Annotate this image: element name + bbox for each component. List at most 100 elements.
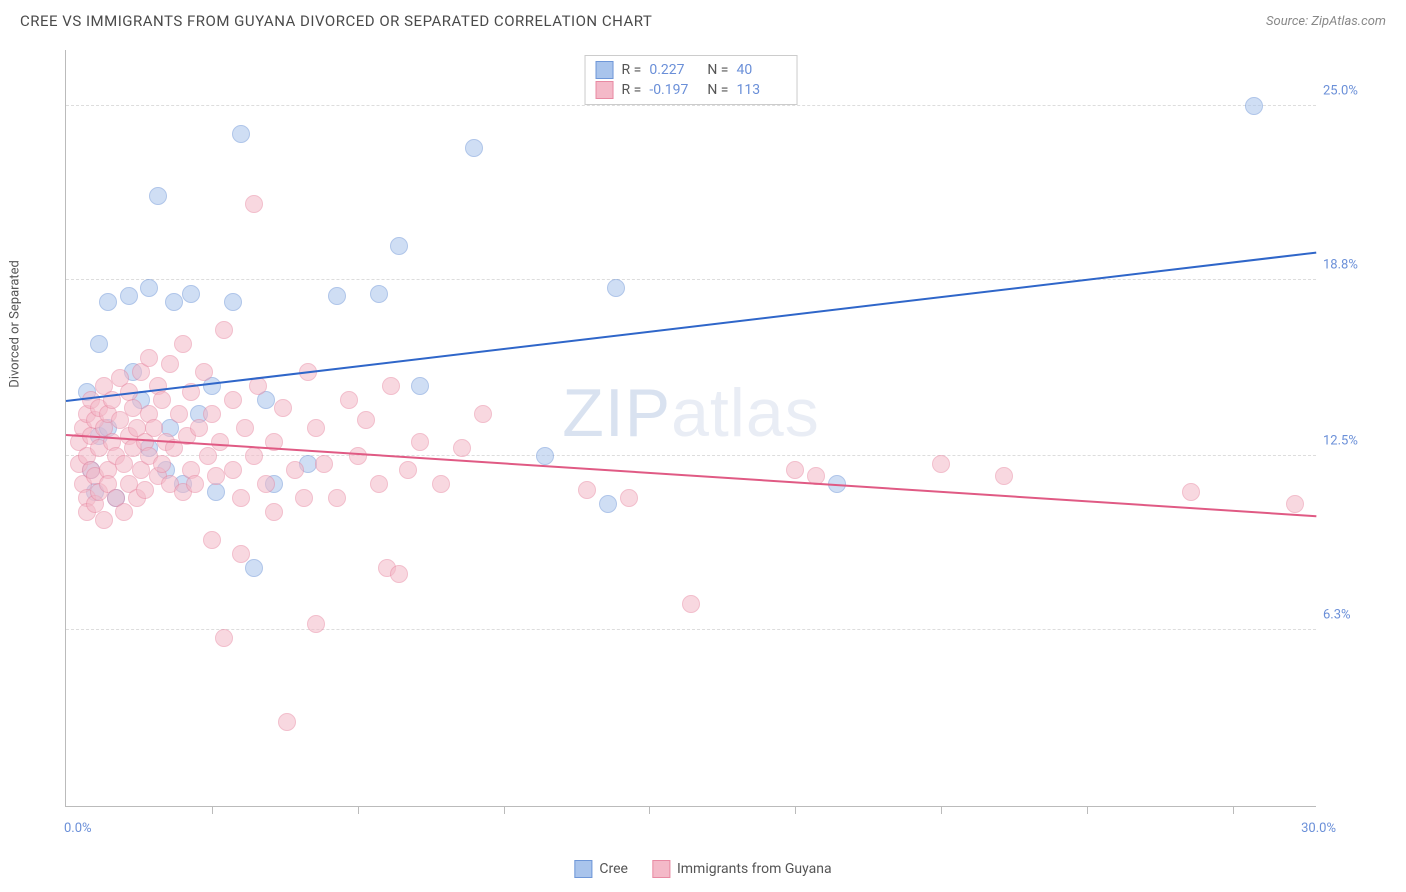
scatter-point xyxy=(257,475,275,493)
watermark-zip: ZIP xyxy=(562,375,671,451)
scatter-point xyxy=(370,475,388,493)
scatter-point xyxy=(315,455,333,473)
scatter-point xyxy=(90,335,108,353)
y-tick-label: 18.8% xyxy=(1323,257,1378,272)
correlation-stats-box: R = 0.227 N = 40 R = -0.197 N = 113 xyxy=(585,55,798,105)
scatter-point xyxy=(599,495,617,513)
watermark: ZIPatlas xyxy=(562,374,819,452)
scatter-point xyxy=(149,187,167,205)
x-axis-max-label: 30.0% xyxy=(1301,821,1336,836)
scatter-point xyxy=(245,447,263,465)
scatter-point xyxy=(411,433,429,451)
n-value: 40 xyxy=(736,62,786,78)
scatter-point xyxy=(115,455,133,473)
r-label: R = xyxy=(622,62,642,78)
scatter-point xyxy=(328,287,346,305)
scatter-point xyxy=(328,489,346,507)
scatter-point xyxy=(195,363,213,381)
x-tick xyxy=(795,806,796,814)
scatter-point xyxy=(607,279,625,297)
x-axis-min-label: 0.0% xyxy=(64,821,92,836)
scatter-point xyxy=(232,125,250,143)
trend-line xyxy=(66,252,1316,402)
scatter-point xyxy=(382,377,400,395)
scatter-point xyxy=(265,503,283,521)
scatter-point xyxy=(182,285,200,303)
trend-line xyxy=(66,434,1316,517)
scatter-point xyxy=(165,293,183,311)
series-swatch xyxy=(596,61,614,79)
watermark-atlas: atlas xyxy=(671,375,820,451)
x-tick xyxy=(1087,806,1088,814)
chart-legend: Cree Immigrants from Guyana xyxy=(574,860,831,878)
scatter-point xyxy=(207,483,225,501)
scatter-point xyxy=(620,489,638,507)
scatter-point xyxy=(390,565,408,583)
stats-row: R = -0.197 N = 113 xyxy=(596,80,787,100)
scatter-point xyxy=(453,439,471,457)
scatter-point xyxy=(349,447,367,465)
scatter-point xyxy=(153,455,171,473)
n-label: N = xyxy=(707,62,728,78)
scatter-point xyxy=(432,475,450,493)
n-value: 113 xyxy=(736,82,786,98)
scatter-point xyxy=(211,433,229,451)
gridline xyxy=(66,105,1316,106)
scatter-point xyxy=(411,377,429,395)
scatter-point xyxy=(161,355,179,373)
chart-container: Divorced or Separated ZIPatlas R =0.227N… xyxy=(20,45,1386,842)
r-label: R = xyxy=(622,82,642,98)
x-tick xyxy=(649,806,650,814)
scatter-point xyxy=(224,461,242,479)
scatter-point xyxy=(465,139,483,157)
legend-item: Immigrants from Guyana xyxy=(652,860,832,878)
scatter-point xyxy=(203,531,221,549)
scatter-point xyxy=(245,559,263,577)
scatter-point xyxy=(95,511,113,529)
scatter-point xyxy=(1182,483,1200,501)
r-value: -0.197 xyxy=(649,82,699,98)
legend-swatch xyxy=(652,860,670,878)
scatter-point xyxy=(932,455,950,473)
plot-area: ZIPatlas R = 0.227 N = 40 R = -0.197 N = 113 0.… xyxy=(65,50,1316,807)
scatter-point xyxy=(307,419,325,437)
x-tick xyxy=(212,806,213,814)
scatter-point xyxy=(286,461,304,479)
gridline xyxy=(66,629,1316,630)
x-tick xyxy=(941,806,942,814)
y-tick-label: 6.3% xyxy=(1323,607,1378,622)
scatter-point xyxy=(786,461,804,479)
scatter-point xyxy=(1245,97,1263,115)
scatter-point xyxy=(186,475,204,493)
scatter-point xyxy=(215,321,233,339)
scatter-point xyxy=(1286,495,1304,513)
scatter-point xyxy=(682,595,700,613)
scatter-point xyxy=(399,461,417,479)
scatter-point xyxy=(232,489,250,507)
scatter-point xyxy=(278,713,296,731)
scatter-point xyxy=(140,279,158,297)
r-value: 0.227 xyxy=(649,62,699,78)
series-swatch xyxy=(596,81,614,99)
scatter-point xyxy=(207,467,225,485)
scatter-point xyxy=(124,399,142,417)
scatter-point xyxy=(140,349,158,367)
chart-header: CREE VS IMMIGRANTS FROM GUYANA DIVORCED … xyxy=(0,0,1406,38)
scatter-point xyxy=(199,447,217,465)
scatter-point xyxy=(307,615,325,633)
chart-source: Source: ZipAtlas.com xyxy=(1266,14,1386,29)
x-tick xyxy=(1233,806,1234,814)
y-axis-label: Divorced or Separated xyxy=(8,260,23,388)
scatter-point xyxy=(120,287,138,305)
legend-item: Cree xyxy=(574,860,628,878)
scatter-point xyxy=(370,285,388,303)
scatter-point xyxy=(224,293,242,311)
n-label: N = xyxy=(707,82,728,98)
y-tick-label: 12.5% xyxy=(1323,434,1378,449)
scatter-point xyxy=(232,545,250,563)
scatter-point xyxy=(99,293,117,311)
stats-row: R = 0.227 N = 40 xyxy=(596,60,787,80)
y-tick-label: 25.0% xyxy=(1323,84,1378,99)
scatter-point xyxy=(274,399,292,417)
scatter-point xyxy=(174,335,192,353)
